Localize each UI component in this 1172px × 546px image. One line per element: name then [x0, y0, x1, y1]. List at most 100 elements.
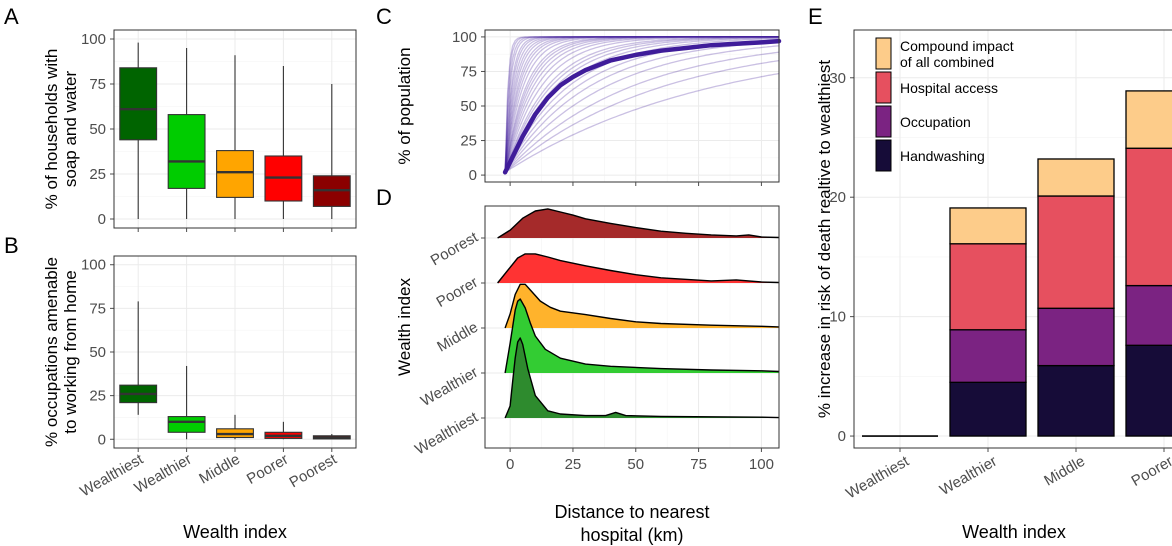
y-tick-label: 50 — [89, 121, 106, 138]
y-tick-label: 20 — [829, 189, 846, 206]
box-wealthier — [167, 114, 206, 189]
panelC-plot-border — [484, 29, 780, 183]
y-tick-label: 0 — [98, 211, 106, 228]
y-tick-label: 75 — [460, 63, 477, 80]
panelE-plot-border — [853, 29, 1172, 449]
y-tick-label: 25 — [89, 388, 106, 405]
bar-segment — [949, 381, 1027, 437]
thin-series-line — [504, 59, 780, 173]
density-outline — [497, 253, 780, 284]
thin-series-line — [504, 36, 779, 173]
density-area-wealthiest — [505, 338, 779, 418]
x-axis-title: hospital (km) — [580, 525, 683, 545]
thin-series-line — [504, 36, 779, 173]
y-axis-title: % occupations amenable — [42, 257, 61, 447]
y-axis-title: % increase in risk of death realtive to … — [815, 60, 834, 418]
legend-label: Hospital access — [900, 80, 998, 96]
y-tick-label: 0 — [469, 167, 477, 184]
y-tick-label: 50 — [89, 344, 106, 361]
bar-segment — [1125, 284, 1172, 346]
bar-segment — [1037, 195, 1115, 309]
y-tick-label: 30 — [829, 70, 846, 87]
density-outline — [504, 337, 780, 419]
box-middle — [216, 150, 254, 198]
thin-series-line — [504, 36, 779, 173]
x-tick-label: 100 — [749, 456, 774, 473]
panel-letter-e: E — [808, 4, 823, 29]
legend-label: Handwashing — [900, 148, 985, 164]
thin-series-line — [504, 36, 779, 173]
thin-series-line — [504, 36, 779, 173]
bar-segment — [1125, 147, 1172, 287]
legend-label: of all combined — [900, 54, 994, 70]
thin-series-line — [504, 36, 779, 173]
thin-series-line — [504, 36, 779, 173]
thin-series-line — [504, 36, 779, 173]
y-tick-label: 100 — [452, 29, 477, 46]
density-outline — [504, 298, 780, 374]
legend-swatch — [875, 139, 892, 172]
panel-letter-c: C — [376, 4, 392, 29]
density-area-poorer — [497, 253, 779, 283]
panel-letter-a: A — [4, 4, 19, 29]
legend-swatch — [875, 71, 892, 104]
thin-series-line — [504, 36, 780, 173]
thin-series-line — [504, 36, 779, 173]
panelD-plot-border — [484, 205, 780, 449]
legend-label: Occupation — [900, 114, 971, 130]
box-wealthier — [167, 416, 206, 433]
main-series-line — [502, 38, 782, 175]
thin-series-line — [504, 36, 779, 173]
x-axis-title: Wealth index — [962, 522, 1066, 542]
thin-series-line — [504, 36, 779, 173]
y-tick-label: 75 — [89, 76, 106, 93]
thin-series-line — [504, 36, 779, 173]
panel-a-boxplot: 0 25 50 75 100 % of households with soap and w… — [42, 29, 357, 232]
bar-segment — [1037, 307, 1115, 367]
bar-segment — [949, 329, 1027, 383]
y-tick-label: 10 — [829, 309, 846, 326]
bar-segment — [1125, 344, 1172, 437]
panel-letter-b: B — [4, 233, 19, 258]
panel-c-line-chart: 0 25 50 75 100 % of population — [395, 29, 782, 186]
y-tick-label: 0 — [98, 431, 106, 448]
thin-series-line — [504, 36, 779, 173]
legend-swatch — [875, 105, 892, 138]
thin-series-line — [504, 36, 779, 173]
thin-series-line — [504, 45, 780, 173]
thin-series-line — [504, 51, 780, 173]
density-area-wealthier — [505, 299, 779, 373]
bar-segment — [1037, 364, 1115, 437]
x-tick-label: 75 — [690, 456, 707, 473]
density-outline — [504, 283, 780, 329]
panel-letters: A B C D E — [4, 4, 823, 258]
bar-segment — [949, 207, 1027, 245]
y-tick-label: 100 — [81, 257, 106, 274]
thin-series-line — [504, 36, 779, 173]
y-axis-title: soap and water — [61, 71, 80, 188]
x-tick-label: 25 — [565, 456, 582, 473]
y-axis-title: Wealth index — [395, 278, 414, 376]
thin-series-line — [504, 36, 779, 173]
box-wealthiest — [119, 67, 158, 141]
thin-series-line — [504, 36, 779, 173]
panel-letter-d: D — [376, 185, 392, 210]
x-tick-label: 50 — [627, 456, 644, 473]
x-axis-title: Distance to nearest — [554, 502, 709, 522]
density-area-poorest — [497, 208, 779, 238]
y-tick-label: 50 — [460, 98, 477, 115]
y-axis-title: % of population — [395, 47, 414, 164]
bar-segment — [949, 243, 1027, 331]
density-outline — [497, 208, 780, 239]
y-tick-label: 75 — [89, 300, 106, 317]
y-tick-label: 25 — [460, 133, 477, 150]
x-axis-title: Wealth index — [183, 522, 287, 542]
thin-series-line — [504, 72, 780, 173]
y-axis-title: % of households with — [42, 49, 61, 210]
y-tick-label: 0 — [838, 428, 846, 445]
thin-series-line — [504, 36, 779, 173]
thin-series-line — [504, 36, 779, 173]
